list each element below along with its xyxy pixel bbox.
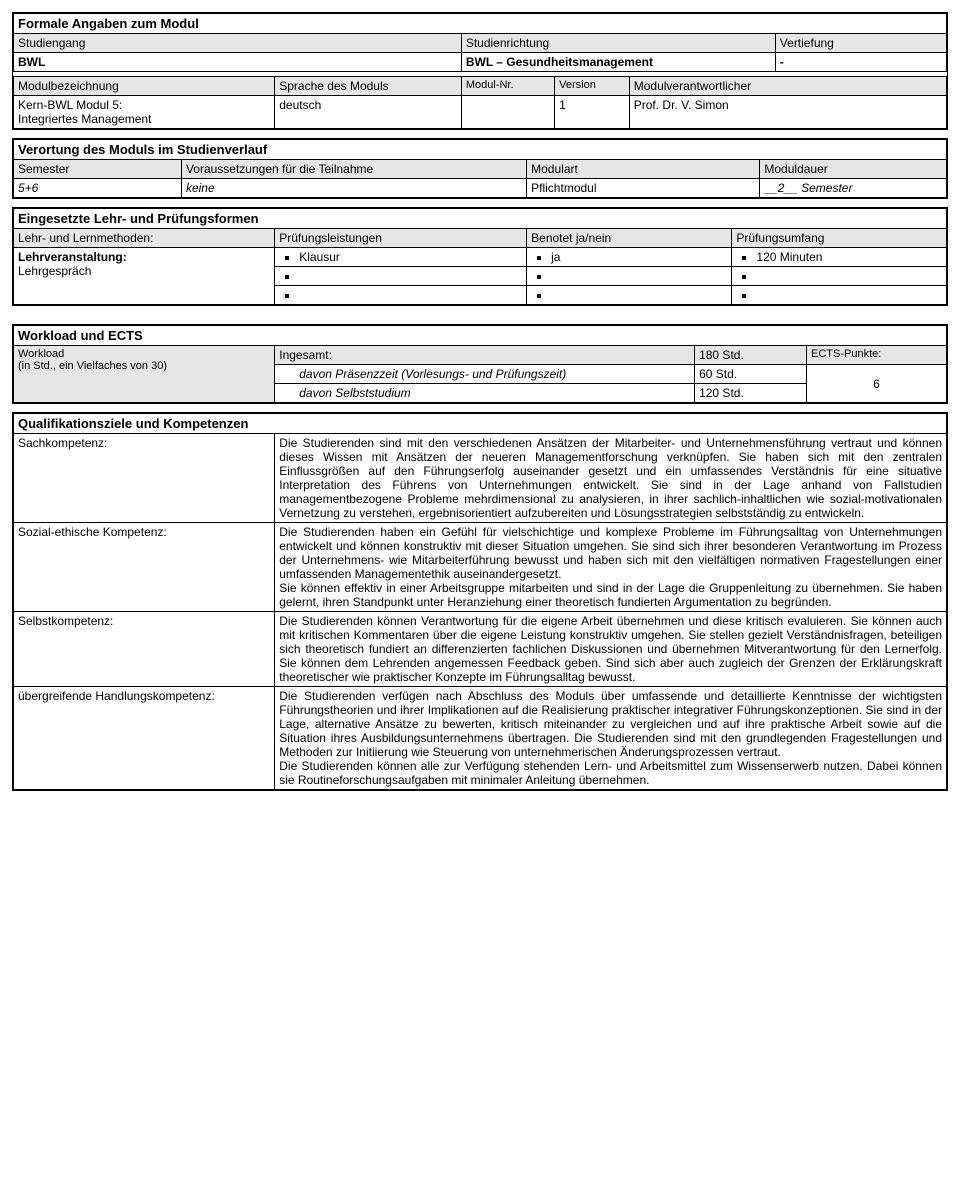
section-title: Formale Angaben zum Modul	[14, 14, 947, 34]
th-modulbezeichnung: Modulbezeichnung	[14, 77, 275, 96]
ects-label: ECTS-Punkte:	[807, 346, 947, 365]
val-sprache: deutsch	[275, 96, 462, 129]
ects-val: 6	[807, 365, 947, 403]
empty-cell	[732, 286, 947, 305]
val-leistung: Klausur	[275, 248, 527, 267]
formale-angaben-box: Formale Angaben zum Modul Studiengang St…	[12, 12, 948, 130]
val-modulart: Pflichtmodul	[527, 179, 760, 198]
selbst-label: Selbstkompetenz:	[14, 612, 275, 687]
workload-label: Workload (in Std., ein Vielfaches von 30…	[14, 346, 275, 403]
modulbez-b: Integriertes Management	[18, 112, 151, 126]
val-umfang: 120 Minuten	[732, 248, 947, 267]
lehrveranstaltung-label: Lehrveranstaltung:	[18, 250, 127, 264]
workload-b: (in Std., ein Vielfaches von 30)	[18, 360, 167, 372]
selbst-val: 120 Std.	[695, 384, 807, 403]
qualifikation-table: Qualifikationsziele und Kompetenzen Sach…	[13, 413, 947, 790]
sach-text: Die Studierenden sind mit den verschiede…	[275, 434, 947, 523]
section-title: Workload und ECTS	[14, 326, 947, 346]
th-vertiefung: Vertiefung	[775, 34, 946, 53]
ueber-label: übergreifende Handlungskompetenz:	[14, 687, 275, 790]
val-modulbezeichnung: Kern-BWL Modul 5: Integriertes Managemen…	[14, 96, 275, 129]
th-umfang: Prüfungsumfang	[732, 229, 947, 248]
val-benotet: ja	[527, 248, 732, 267]
th-studiengang: Studiengang	[14, 34, 462, 53]
val-verantwortlicher: Prof. Dr. V. Simon	[629, 96, 946, 129]
th-benotet: Benotet ja/nein	[527, 229, 732, 248]
selbst-label: davon Selbststudium	[275, 384, 695, 403]
th-voraus: Voraussetzungen für die Teilnahme	[181, 160, 526, 179]
li-ja: ja	[551, 250, 727, 264]
section-title: Verortung des Moduls im Studienverlauf	[14, 140, 947, 160]
lehrformen-table: Eingesetzte Lehr- und Prüfungsformen Leh…	[13, 208, 947, 305]
praesenz-val: 60 Std.	[695, 365, 807, 384]
sozial-label: Sozial-ethische Kompetenz:	[14, 523, 275, 612]
empty-cell	[275, 286, 527, 305]
modulbez-a: Kern-BWL Modul 5:	[18, 98, 122, 112]
val-studienrichtung: BWL – Gesundheitsmanagement	[461, 53, 775, 72]
verortung-box: Verortung des Moduls im Studienverlauf S…	[12, 138, 948, 199]
selbst-text: Die Studierenden können Verantwortung fü…	[275, 612, 947, 687]
th-leistungen: Prüfungsleistungen	[275, 229, 527, 248]
ingesamt-label: Ingesamt:	[275, 346, 695, 365]
formale-angaben-table: Formale Angaben zum Modul Studiengang St…	[13, 13, 947, 129]
th-moduldauer: Moduldauer	[760, 160, 947, 179]
section-title: Qualifikationsziele und Kompetenzen	[14, 414, 947, 434]
val-voraus: keine	[181, 179, 526, 198]
sozial-text: Die Studierenden haben ein Gefühl für vi…	[275, 523, 947, 612]
th-sprache: Sprache des Moduls	[275, 77, 462, 96]
li-klausur: Klausur	[299, 250, 522, 264]
val-studiengang: BWL	[14, 53, 462, 72]
ueber-text: Die Studierenden verfügen nach Abschluss…	[275, 687, 947, 790]
lehrformen-box: Eingesetzte Lehr- und Prüfungsformen Leh…	[12, 207, 948, 306]
val-vertiefung: -	[775, 53, 946, 72]
sach-label: Sachkompetenz:	[14, 434, 275, 523]
workload-table: Workload und ECTS Workload (in Std., ein…	[13, 325, 947, 403]
th-version: Version	[555, 77, 630, 96]
empty-cell	[527, 267, 732, 286]
th-semester: Semester	[14, 160, 182, 179]
th-studienrichtung: Studienrichtung	[461, 34, 775, 53]
section-title: Eingesetzte Lehr- und Prüfungsformen	[14, 209, 947, 229]
empty-cell	[527, 286, 732, 305]
val-semester: 5+6	[14, 179, 182, 198]
moduldauer-text: __2__ Semester	[764, 181, 852, 195]
verortung-table: Verortung des Moduls im Studienverlauf S…	[13, 139, 947, 198]
lehrgespraech-label: Lehrgespräch	[18, 264, 91, 278]
th-modulart: Modulart	[527, 160, 760, 179]
val-moduldauer: __2__ Semester	[760, 179, 947, 198]
ingesamt-val: 180 Std.	[695, 346, 807, 365]
empty-cell	[732, 267, 947, 286]
th-modulnr: Modul-Nr.	[461, 77, 554, 96]
empty-cell	[275, 267, 527, 286]
workload-a: Workload	[18, 348, 64, 360]
th-verantwortlicher: Modulverantwortlicher	[629, 77, 946, 96]
val-methoden: Lehrveranstaltung: Lehrgespräch	[14, 248, 275, 305]
praesenz-label: davon Präsenzzeit (Vorlesungs- und Prüfu…	[275, 365, 695, 384]
th-methoden: Lehr- und Lernmethoden:	[14, 229, 275, 248]
workload-box: Workload und ECTS Workload (in Std., ein…	[12, 324, 948, 404]
val-modulnr	[461, 96, 554, 129]
li-120min: 120 Minuten	[756, 250, 942, 264]
val-version: 1	[555, 96, 630, 129]
qualifikation-box: Qualifikationsziele und Kompetenzen Sach…	[12, 412, 948, 791]
